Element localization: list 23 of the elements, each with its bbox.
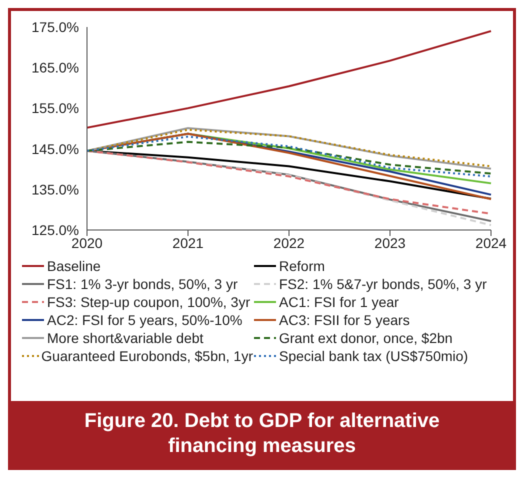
legend-label: Guaranteed Eurobonds, $5bn, 1yr [41, 348, 253, 364]
legend-label: Grant ext donor, once, $2bn [279, 330, 453, 346]
legend-label: More short&variable debt [47, 330, 204, 346]
legend-label: AC3: FSII for 5 years [279, 312, 410, 328]
legend-label: Reform [279, 258, 325, 274]
x-tick-label: 2022 [273, 234, 305, 251]
text: Figure 20. Debt to GDP for alternative financing measures [11, 401, 513, 467]
line-series [86, 30, 492, 129]
legend-label: Baseline [47, 258, 101, 274]
legend-label: AC2: FSI for 5 years, 50%-10% [47, 312, 242, 328]
y-tick-label: 135.0% [32, 181, 79, 198]
legend-label: Special bank tax (US$750mio) [279, 348, 468, 364]
x-tick-label: 2023 [374, 234, 406, 251]
legend-label: FS1: 1% 3-yr bonds, 50%, 3 yr [47, 276, 238, 292]
y-tick-label: 165.0% [32, 60, 79, 76]
y-tick-label: 155.0% [32, 100, 79, 116]
legend-label: FS2: 1% 5&7-yr bonds, 50%, 3 yr [279, 276, 487, 292]
x-tick-label: 2021 [172, 234, 204, 251]
x-tick-label: 2024 [475, 234, 507, 251]
y-tick-label: 145.0% [32, 140, 79, 157]
y-tick-label: 175.0% [32, 18, 79, 35]
legend-label: FS3: Step-up coupon, 100%, 3yr [47, 294, 250, 310]
legend-label: AC1: FSI for 1 year [279, 294, 399, 310]
